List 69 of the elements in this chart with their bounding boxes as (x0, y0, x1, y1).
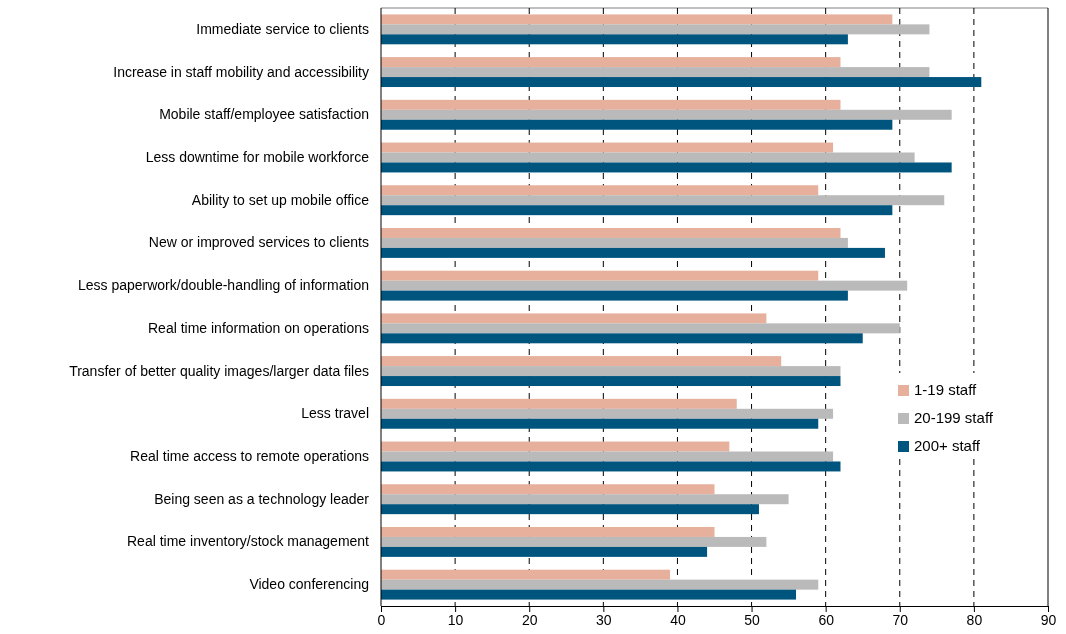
bar (381, 109, 952, 120)
x-tick-label: 70 (892, 611, 909, 628)
x-tick-label: 60 (818, 611, 835, 628)
bar (381, 34, 848, 45)
bar (381, 526, 715, 537)
bar (381, 356, 782, 367)
x-tick-label: 40 (670, 611, 686, 628)
y-tick-label: Less downtime for mobile workforce (145, 148, 370, 165)
bar (381, 333, 863, 344)
x-tick-label: 30 (596, 611, 612, 628)
bar (381, 290, 848, 301)
bar (381, 67, 930, 78)
bar (381, 323, 900, 334)
bar (381, 270, 819, 281)
bar (381, 494, 789, 505)
bar (381, 536, 767, 547)
bar (381, 185, 819, 196)
bar (381, 205, 893, 216)
bar (381, 195, 945, 206)
legend-label: 20-199 staff (914, 409, 994, 426)
y-tick-label: Real time inventory/stock management (127, 533, 370, 550)
x-tick-label: 10 (447, 611, 464, 628)
bar (381, 119, 893, 130)
x-tick-label: 20 (521, 611, 538, 628)
bar (381, 99, 841, 110)
bar (381, 366, 841, 377)
bar (381, 418, 819, 429)
bar (381, 441, 730, 452)
bar (381, 398, 737, 409)
bar (381, 461, 841, 472)
legend-label: 200+ staff (914, 437, 981, 454)
y-tick-label: Less travel (301, 405, 369, 422)
bar (381, 313, 767, 324)
y-tick-label: Real time information on operations (147, 319, 369, 336)
x-tick-label: 50 (744, 611, 761, 628)
bar (381, 237, 848, 248)
y-tick-label: Video conferencing (249, 576, 369, 593)
bar (381, 451, 834, 462)
bar (381, 589, 797, 600)
bar (381, 569, 671, 580)
bar (381, 247, 885, 258)
y-tick-label: Transfer of better quality images/larger data files (69, 362, 369, 379)
y-tick-label: Immediate service to clients (196, 20, 369, 37)
y-tick-label: Increase in staff mobility and accessibility (113, 63, 369, 80)
bar (381, 142, 834, 153)
bar (381, 14, 893, 25)
bar (381, 152, 915, 163)
y-tick-label: Ability to set up mobile office (191, 191, 370, 208)
bar (381, 546, 708, 557)
bar (381, 484, 715, 495)
legend-label: 1-19 staff (914, 381, 978, 398)
y-tick-label: Real time access to remote operations (130, 447, 369, 464)
bar (381, 227, 841, 238)
bar (381, 376, 841, 387)
y-tick-label: New or improved services to clients (148, 234, 369, 251)
x-tick-label: 0 (377, 611, 386, 628)
y-tick-label: Less paperwork/double-handling of information (77, 277, 369, 294)
bar (381, 162, 952, 173)
x-tick-label: 90 (1040, 611, 1057, 628)
bar (381, 57, 841, 68)
bar (381, 280, 908, 291)
y-tick-label: Mobile staff/employee satisfaction (159, 106, 369, 123)
y-tick-label: Being seen as a technology leader (154, 490, 370, 507)
x-tick-label: 80 (966, 611, 983, 628)
bar (381, 579, 819, 590)
bar (381, 504, 759, 515)
bar (381, 24, 930, 35)
bar (381, 77, 982, 88)
bar (381, 408, 834, 419)
